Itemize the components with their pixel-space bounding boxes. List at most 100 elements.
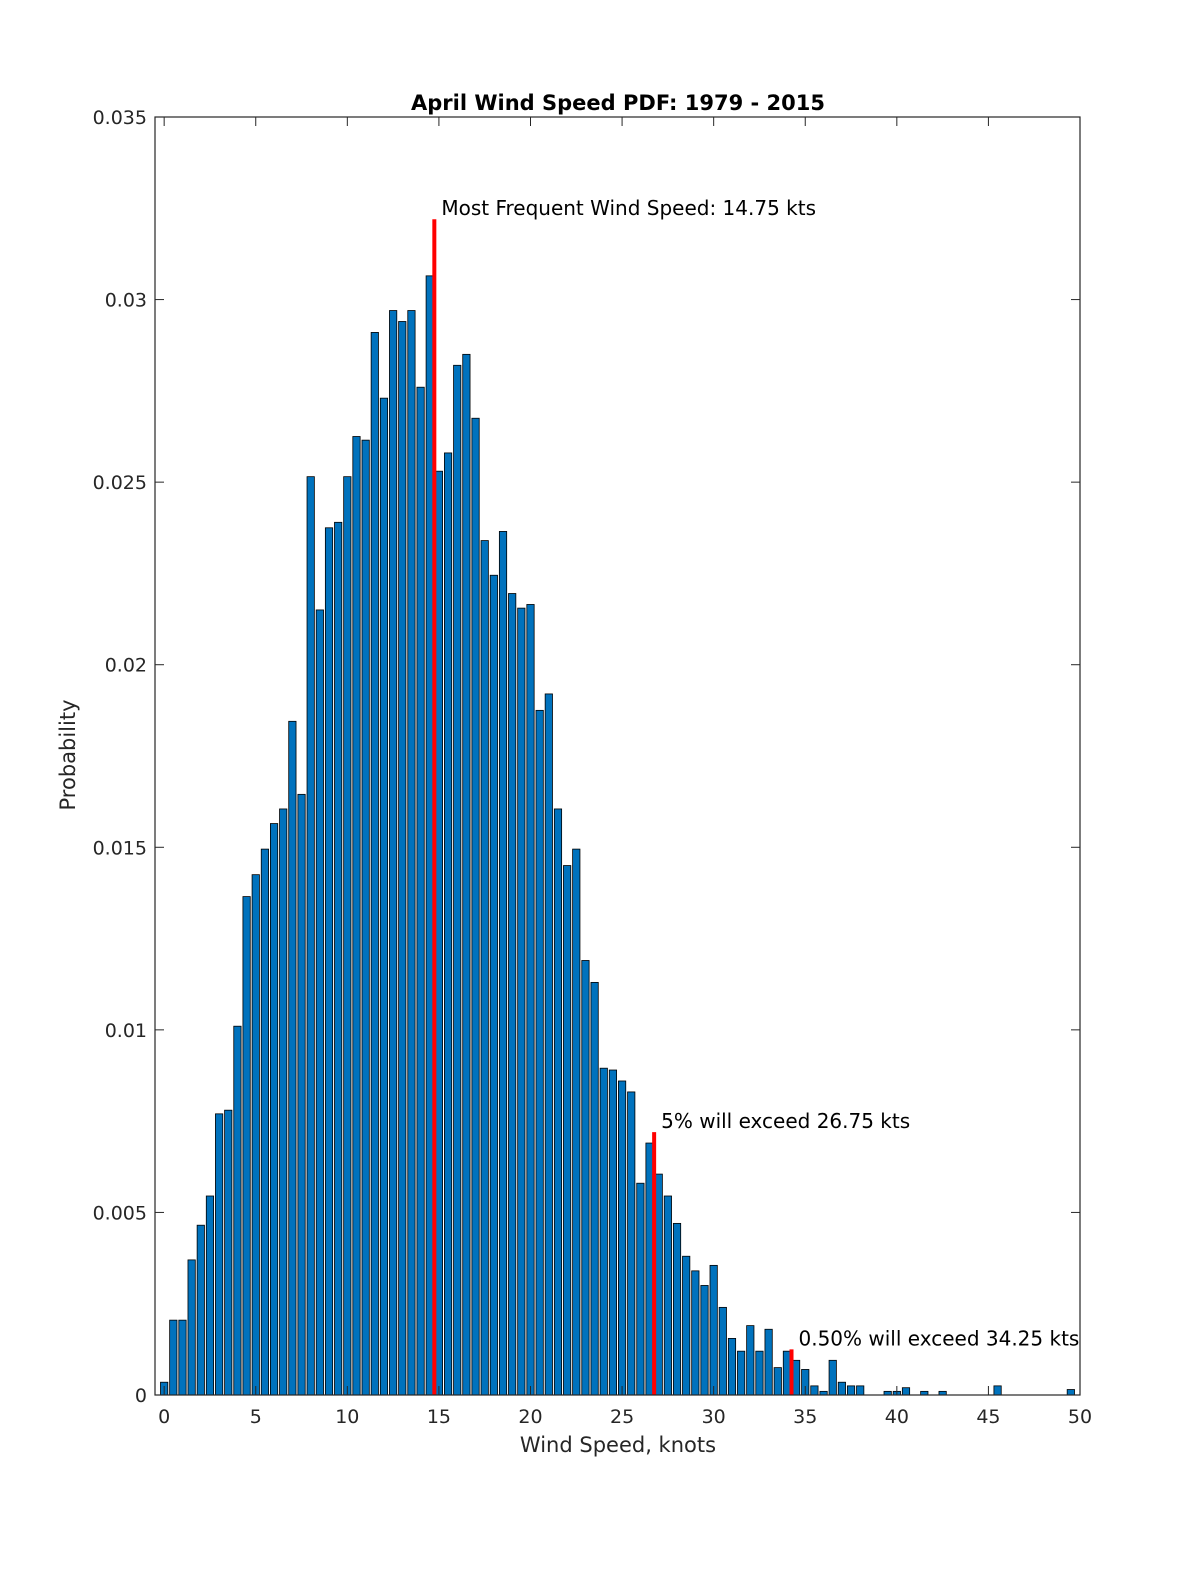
bar <box>636 1182 645 1396</box>
bar <box>379 397 389 1396</box>
x-tick-label: 40 <box>885 1406 909 1428</box>
bar <box>618 1080 627 1396</box>
x-tick-label: 30 <box>702 1406 726 1428</box>
bar <box>224 1109 233 1396</box>
bar <box>572 848 581 1396</box>
bar <box>828 1359 837 1396</box>
x-tick-label: 50 <box>1068 1406 1092 1428</box>
bar <box>782 1350 792 1396</box>
bar <box>352 436 361 1396</box>
bar <box>553 808 563 1396</box>
x-tick-label: 45 <box>976 1406 1000 1428</box>
bar <box>1066 1389 1075 1396</box>
marker-annotation: Most Frequent Wind Speed: 14.75 kts <box>441 196 816 220</box>
y-axis-label: Probability <box>56 699 80 810</box>
bar <box>590 981 599 1396</box>
bar <box>755 1350 764 1396</box>
bar <box>398 321 407 1396</box>
bar <box>269 823 279 1396</box>
x-tick-label: 25 <box>610 1406 634 1428</box>
bar <box>480 540 489 1396</box>
bar <box>792 1359 801 1396</box>
bar <box>425 275 434 1396</box>
y-tick-label: 0.025 <box>93 472 147 494</box>
bar <box>599 1067 608 1396</box>
y-tick-label: 0.01 <box>105 1020 147 1042</box>
bar <box>498 531 508 1396</box>
x-tick-label: 15 <box>427 1406 451 1428</box>
bar <box>343 476 352 1396</box>
bar <box>837 1381 846 1396</box>
bar <box>654 1173 663 1396</box>
bar <box>856 1385 865 1396</box>
bar <box>691 1270 700 1396</box>
bar <box>846 1385 856 1396</box>
bar <box>709 1264 718 1396</box>
x-tick-label: 5 <box>250 1406 262 1428</box>
bar <box>737 1350 746 1396</box>
bar <box>196 1224 205 1396</box>
bar <box>773 1367 782 1396</box>
bar <box>471 417 480 1396</box>
bar <box>901 1387 911 1396</box>
axes <box>154 116 1081 1396</box>
bar <box>489 574 498 1396</box>
bar <box>462 353 471 1396</box>
bar <box>444 452 453 1396</box>
bar <box>288 720 297 1396</box>
bar <box>517 607 526 1396</box>
bar <box>672 1222 682 1396</box>
x-tick-label: 0 <box>158 1406 170 1428</box>
bar <box>645 1142 654 1396</box>
bar <box>251 874 260 1396</box>
marker-lines: Most Frequent Wind Speed: 14.75 kts 5% wi… <box>432 196 1080 1395</box>
bar <box>389 310 398 1396</box>
x-tick-label: 20 <box>518 1406 542 1428</box>
y-tick-label: 0.005 <box>93 1202 147 1224</box>
bar <box>178 1319 187 1396</box>
bar <box>370 332 379 1396</box>
plot-frame <box>154 116 1081 1396</box>
bar <box>407 310 416 1396</box>
x-tick-label: 10 <box>335 1406 359 1428</box>
bar <box>453 364 462 1396</box>
bar <box>361 439 370 1396</box>
bar <box>581 960 590 1396</box>
y-tick-label: 0.015 <box>93 837 147 859</box>
bar <box>508 593 517 1396</box>
bar <box>260 848 269 1396</box>
bar <box>434 470 443 1396</box>
chart-title: April Wind Speed PDF: 1979 - 2015 <box>411 91 825 115</box>
bar-series <box>160 275 1075 1396</box>
y-tick-label: 0.03 <box>105 290 147 312</box>
bar <box>718 1306 727 1396</box>
bar <box>746 1325 755 1396</box>
bar <box>764 1328 773 1396</box>
bar <box>205 1195 215 1396</box>
bar <box>242 896 251 1396</box>
x-ticks: 0 5 10 15 20 25 30 35 40 45 50 <box>158 117 1092 1428</box>
bar <box>810 1385 819 1396</box>
bar <box>727 1338 737 1396</box>
y-tick-label: 0 <box>135 1385 147 1407</box>
x-tick-label: 35 <box>793 1406 817 1428</box>
y-tick-label: 0.02 <box>105 655 147 677</box>
bar <box>627 1091 636 1396</box>
y-ticks: 0 0.005 0.01 0.015 0.02 0.025 0.03 0.035 <box>93 107 1080 1407</box>
bar <box>663 1195 672 1396</box>
bar <box>233 1025 242 1396</box>
bar <box>563 865 572 1396</box>
bar <box>416 386 425 1396</box>
bar <box>993 1385 1002 1396</box>
bar <box>608 1069 617 1396</box>
bar <box>215 1113 224 1396</box>
marker-annotation: 5% will exceed 26.75 kts <box>661 1109 910 1133</box>
bar <box>279 808 288 1396</box>
bar <box>544 693 553 1396</box>
bar <box>187 1259 196 1396</box>
x-axis-label: Wind Speed, knots <box>520 1433 716 1457</box>
marker-annotation: 0.50% will exceed 34.25 kts <box>799 1326 1080 1350</box>
bar <box>306 476 315 1396</box>
